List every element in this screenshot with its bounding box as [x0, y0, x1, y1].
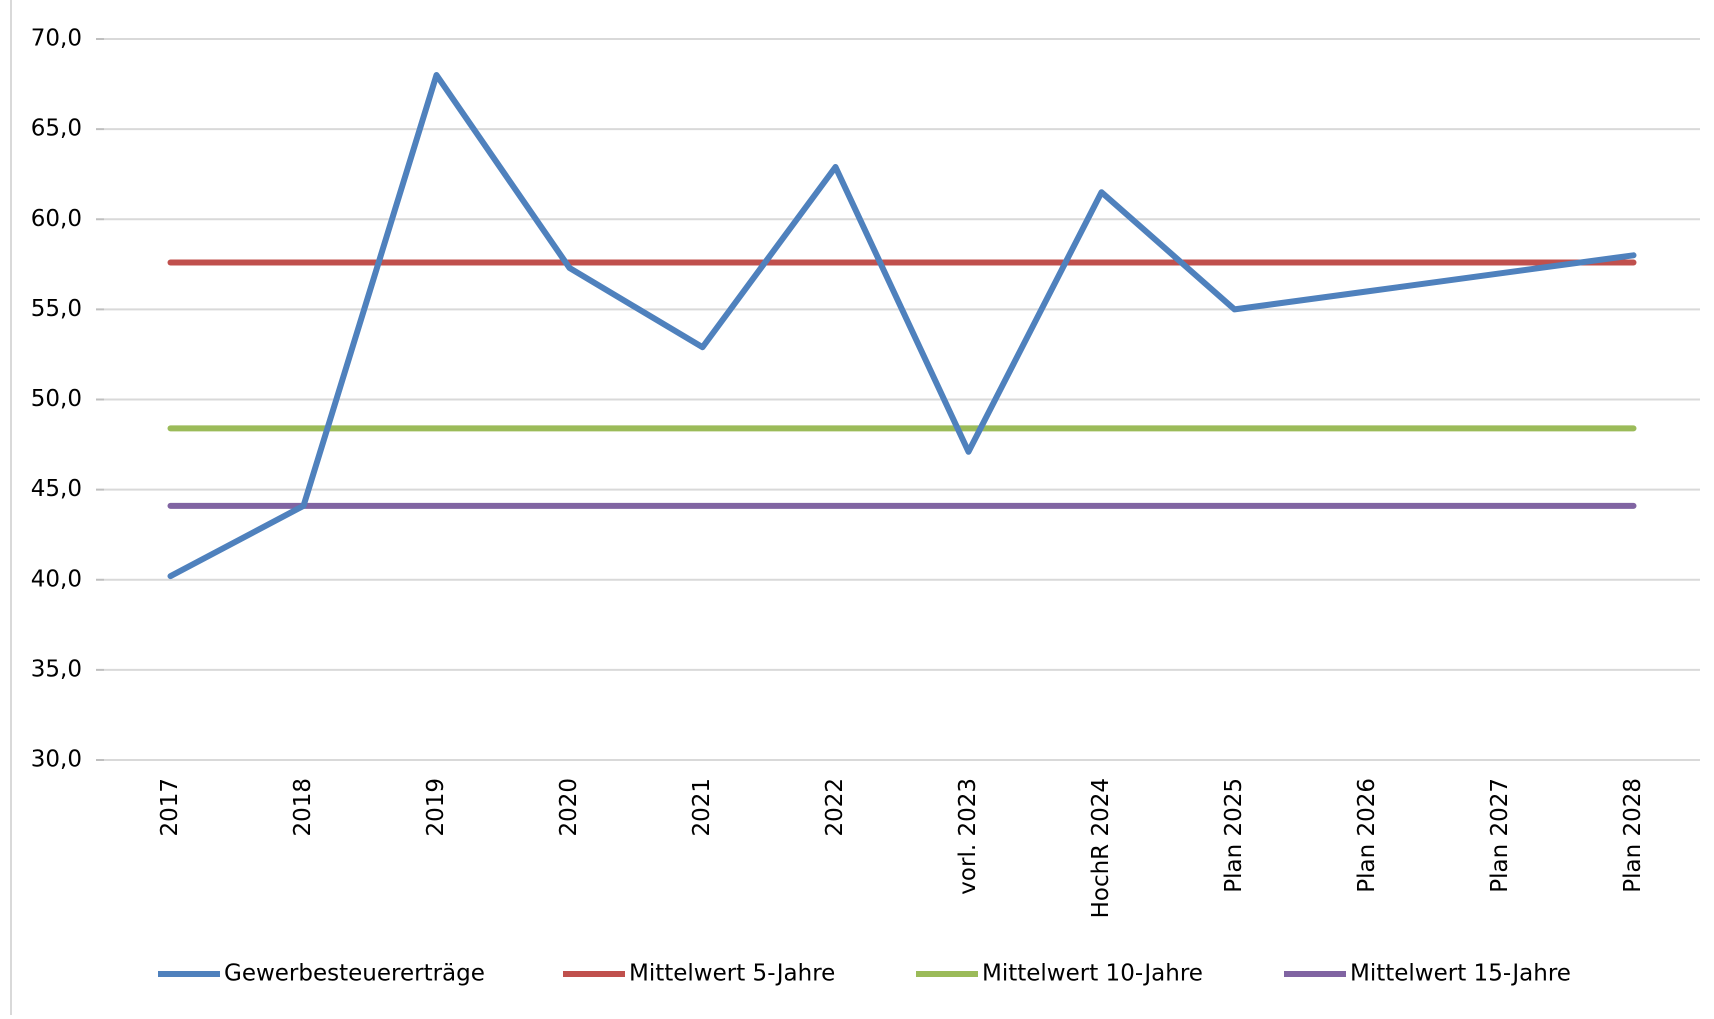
x-tick-label: 2020 [556, 778, 582, 837]
y-tick-label: 45,0 [31, 476, 82, 502]
chart-frame [10, 0, 12, 1019]
y-tick-label: 70,0 [31, 26, 82, 52]
series-line [167, 72, 1637, 580]
x-tick-label: 2018 [290, 778, 316, 837]
legend-label: Mittelwert 5-Jahre [629, 961, 835, 987]
x-tick-label: 2017 [157, 778, 183, 837]
legend-label: Gewerbesteuererträge [224, 961, 485, 987]
x-tick-label: 2021 [689, 778, 715, 837]
x-tick-label: 2022 [822, 778, 848, 837]
y-tick-label: 55,0 [31, 296, 82, 322]
x-tick-label: vorl. 2023 [955, 778, 981, 895]
y-tick-label: 40,0 [31, 566, 82, 592]
x-tick-label: Plan 2027 [1487, 778, 1513, 893]
x-tick-label: Plan 2025 [1221, 778, 1247, 893]
legend-label: Mittelwert 10-Jahre [982, 961, 1203, 987]
x-tick-label: HochR 2024 [1088, 778, 1114, 918]
y-tick-label: 65,0 [31, 116, 82, 142]
x-tick-label: Plan 2028 [1620, 778, 1646, 893]
x-tick-label: 2019 [423, 778, 449, 837]
y-tick-label: 60,0 [31, 206, 82, 232]
y-tick-label: 35,0 [31, 656, 82, 682]
y-tick-label: 50,0 [31, 386, 82, 412]
y-tick-label: 30,0 [31, 747, 82, 773]
x-tick-label: Plan 2026 [1354, 778, 1380, 893]
legend-label: Mittelwert 15-Jahre [1350, 961, 1571, 987]
